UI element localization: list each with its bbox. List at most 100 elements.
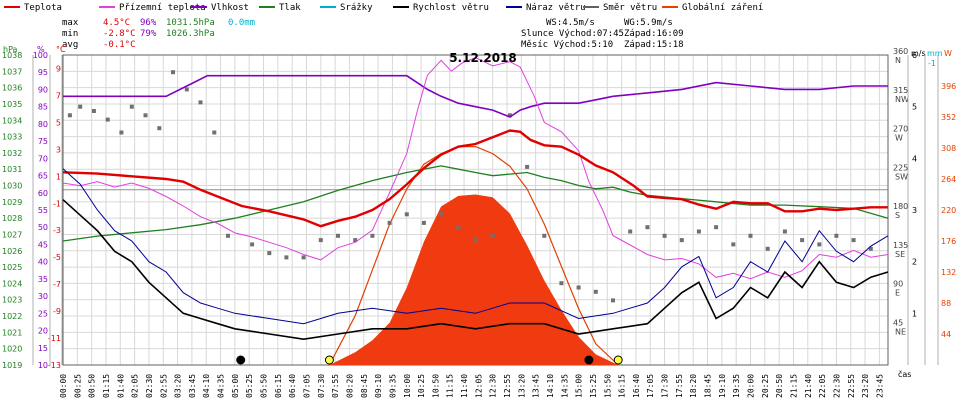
- c-tick: 9: [56, 64, 61, 73]
- time-tick: 18:45: [704, 374, 713, 398]
- time-tick: 17:30: [661, 374, 670, 398]
- wind-direction-point: [301, 255, 306, 260]
- dir-name-tick: SW: [895, 172, 908, 181]
- hpa-tick: 1030: [2, 182, 22, 191]
- stat-value: 0.0mm: [228, 18, 255, 28]
- moon-rise: Měsíc Východ:5:10: [521, 40, 613, 50]
- time-tick: 20:50: [775, 374, 784, 398]
- time-tick: 16:40: [632, 374, 641, 398]
- time-tick: 01:15: [102, 374, 111, 398]
- dir-name-tick: NE: [895, 327, 906, 336]
- pct-unit: %: [37, 45, 45, 54]
- wind-direction-point: [267, 251, 272, 256]
- time-tick: 00:50: [88, 374, 97, 398]
- time-tick: 03:45: [188, 374, 197, 398]
- ms-tick: 4: [912, 154, 917, 163]
- humidity-line: [63, 74, 888, 118]
- stat-value: avg: [62, 40, 78, 50]
- axes: hPa% °C1038103710361035103410331032103110…: [2, 45, 956, 398]
- pct-tick: 70: [38, 154, 48, 163]
- w-tick: 396: [941, 82, 956, 91]
- wind-direction-point: [157, 126, 162, 131]
- dir-deg-tick: 135: [893, 241, 908, 250]
- w-tick: 308: [941, 144, 956, 153]
- stat-value: 79%: [140, 29, 157, 39]
- mm-unit: mm: [927, 49, 943, 58]
- time-tick: 13:45: [532, 374, 541, 398]
- hpa-tick: 1032: [2, 149, 22, 158]
- time-unit: čas: [898, 369, 911, 379]
- stat-value: 96%: [140, 18, 157, 28]
- time-tick: 23:45: [875, 374, 884, 398]
- moon-set: Západ:15:18: [624, 40, 684, 50]
- time-tick: 20:25: [761, 374, 770, 398]
- c-tick: 5: [56, 118, 61, 127]
- pct-tick: 100: [33, 51, 48, 60]
- wind-direction-point: [593, 289, 598, 294]
- ms-tick: 5: [912, 103, 917, 112]
- time-tick: 13:20: [517, 374, 526, 398]
- hpa-tick: 1038: [2, 51, 22, 60]
- legend: Teplota Přízemní teplota Vlhkost Tlak Srážky…: [4, 3, 763, 13]
- dir-deg-tick: 180: [893, 202, 908, 211]
- time-tick: 19:10: [718, 374, 727, 398]
- dir-deg-tick: 45: [893, 318, 903, 327]
- hpa-tick: 1034: [2, 116, 22, 125]
- wind-direction-point: [851, 238, 856, 243]
- wind-speed-line: [62, 199, 889, 341]
- stat-value: 1031.5hPa: [166, 18, 215, 28]
- time-tick: 22:55: [847, 374, 856, 398]
- plot-area: [62, 57, 889, 366]
- ms-tick: 6: [912, 51, 917, 60]
- time-tick: 01:40: [116, 374, 125, 398]
- hpa-tick: 1025: [2, 263, 22, 272]
- legend-label: Teplota: [24, 3, 62, 13]
- hpa-tick: 1033: [2, 133, 22, 142]
- wind-direction-point: [782, 229, 787, 234]
- wind-direction-point: [184, 87, 189, 92]
- stat-value: 4.5°C: [103, 18, 130, 28]
- wind-direction-point: [817, 242, 822, 247]
- time-tick: 03:20: [174, 374, 183, 398]
- wind-direction-point: [576, 285, 581, 290]
- stat-value: -2.8°C: [103, 29, 136, 39]
- time-tick: 09:35: [388, 374, 397, 398]
- time-tick: 16:15: [618, 374, 627, 398]
- c-tick: 7: [56, 91, 61, 100]
- pct-tick: 75: [38, 137, 48, 146]
- pressure-line: [62, 165, 889, 242]
- time-tick: 07:30: [317, 374, 326, 398]
- wind-direction-point: [226, 233, 230, 238]
- time-tick: 15:00: [575, 374, 584, 398]
- chart-title: 5.12.2018: [449, 51, 517, 65]
- wind-direction-point: [387, 220, 392, 225]
- ms-tick: 3: [912, 206, 917, 215]
- pct-tick: 15: [38, 344, 48, 353]
- wind-direction-point: [748, 233, 753, 238]
- time-tick: 04:10: [202, 374, 211, 398]
- c-tick: 3: [56, 145, 61, 154]
- wind-direction-point: [78, 104, 83, 109]
- pct-tick: 35: [38, 275, 48, 284]
- time-tick: 05:00: [231, 374, 240, 398]
- mm-tick: -1: [928, 59, 936, 68]
- wind-direction-point: [318, 238, 323, 243]
- time-tick: 04:35: [217, 374, 226, 398]
- w-tick: 220: [941, 206, 956, 215]
- time-tick: 00:25: [73, 374, 82, 398]
- time-tick: 15:25: [589, 374, 598, 398]
- wind-direction-point: [336, 233, 340, 238]
- time-tick: 18:20: [689, 374, 698, 398]
- hpa-tick: 1026: [2, 247, 22, 256]
- time-tick: 10:50: [431, 374, 440, 398]
- wind-direction-point: [731, 242, 736, 247]
- c-tick: 1: [56, 172, 61, 181]
- time-tick: 14:10: [546, 374, 555, 398]
- w-tick: 132: [941, 268, 956, 277]
- wind-direction-point: [611, 298, 615, 303]
- hpa-tick: 1023: [2, 296, 22, 305]
- hpa-tick: 1029: [2, 198, 22, 207]
- time-tick: 11:40: [460, 374, 469, 398]
- time-tick: 07:05: [302, 374, 311, 398]
